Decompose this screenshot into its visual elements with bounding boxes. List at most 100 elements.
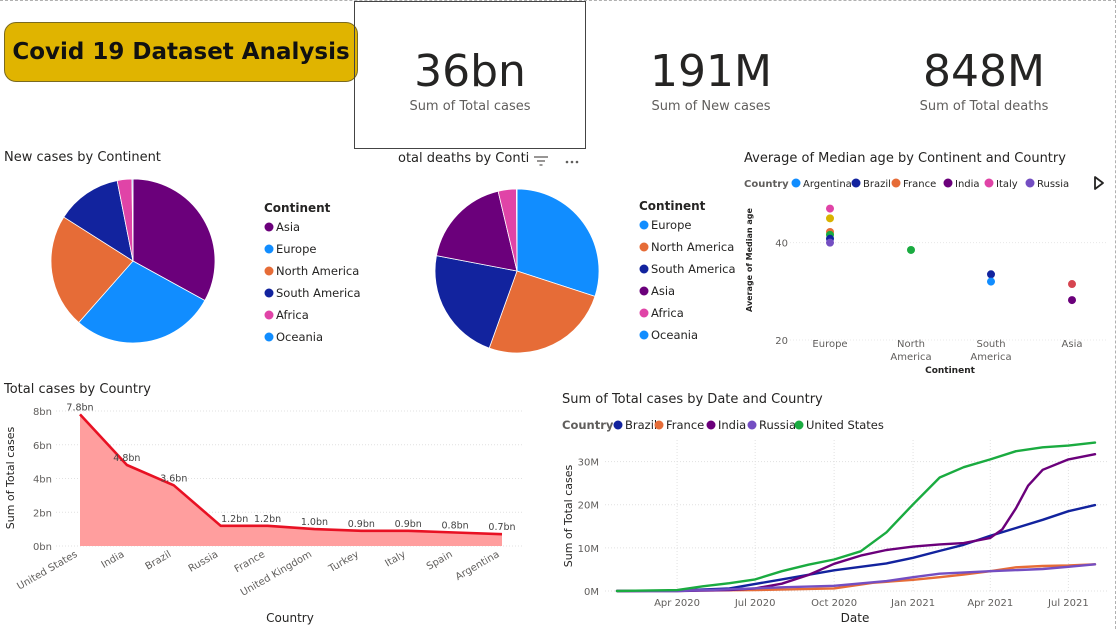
scatter-point[interactable] — [907, 245, 915, 254]
x-axis-title: Continent — [925, 366, 976, 376]
series-line-france[interactable] — [615, 563, 1097, 593]
y-tick-label: 20M — [578, 501, 599, 512]
pie-slice-oceania[interactable] — [131, 178, 134, 262]
series-line-brazil[interactable] — [615, 503, 1097, 593]
play-icon[interactable] — [1092, 175, 1106, 191]
scatter-point[interactable] — [826, 238, 834, 247]
area-chart-total-cases-country[interactable]: 7.8bn 4.8bn 3.6bn 1.2bn 1.2bn 1.0bn 0.9bn 0.9bn… — [0, 398, 530, 629]
y-tick-label: 4bn — [33, 475, 52, 486]
scatter-point[interactable] — [987, 277, 995, 286]
legend-item-france[interactable]: France — [903, 179, 936, 190]
x-tick-label: Russia — [187, 549, 220, 575]
legend-item-brazil[interactable]: Brazil — [863, 179, 891, 190]
pie-slice-europe[interactable] — [516, 188, 600, 297]
x-tick-label: Brazil — [144, 549, 174, 572]
kpi-value: 191M — [650, 46, 772, 97]
y-tick-label: 6bn — [33, 441, 52, 452]
scatter-point[interactable] — [1068, 296, 1076, 305]
legend-title: Continent — [639, 199, 706, 213]
y-tick-label: 30M — [578, 458, 599, 469]
legend-item-russia[interactable]: Russia — [1037, 179, 1069, 190]
scatter-point[interactable] — [826, 204, 834, 213]
pie-slice-europe[interactable] — [78, 260, 206, 344]
legend-title: Country — [744, 179, 789, 190]
series-line-russia[interactable] — [615, 563, 1097, 593]
legend-item-argentina[interactable]: Argentina — [803, 179, 852, 190]
legend-item-india[interactable]: India — [718, 418, 746, 432]
pie-slice-south-america[interactable] — [63, 180, 134, 262]
data-label: 1.2bn — [221, 514, 248, 525]
x-tick-label: Apr 2020 — [654, 598, 700, 609]
pie-chart-new-cases[interactable]: Continent Asia Europe North America South Am… — [0, 170, 380, 370]
data-label: 1.0bn — [301, 517, 328, 528]
kpi-card-total-cases[interactable]: 36bn Sum of Total cases — [354, 1, 586, 149]
pie-slice-oceania[interactable] — [516, 188, 518, 272]
x-tick-label: United States — [15, 549, 79, 592]
legend-item-asia[interactable]: Asia — [276, 220, 300, 234]
filter-icon[interactable] — [532, 153, 550, 169]
scatter-point[interactable] — [1068, 280, 1076, 289]
legend-marker — [264, 288, 274, 298]
legend-item-united-states[interactable]: United States — [806, 418, 884, 432]
legend-marker — [613, 420, 623, 430]
legend-item-brazil[interactable]: Brazil — [625, 418, 657, 432]
data-label: 4.8bn — [113, 453, 140, 464]
data-label: 1.2bn — [254, 514, 281, 525]
x-tick-label: Italy — [383, 549, 407, 569]
legend-item-europe[interactable]: Europe — [651, 218, 691, 232]
scatter-point[interactable] — [987, 270, 995, 279]
legend-item-south-america[interactable]: South America — [651, 262, 736, 276]
legend-title: Country — [562, 418, 614, 432]
area-title: Total cases by Country — [4, 382, 152, 397]
legend-marker — [264, 222, 274, 232]
legend-item-africa[interactable]: Africa — [651, 306, 684, 320]
x-tick-label: Spain — [425, 549, 455, 573]
pie-chart-total-deaths[interactable]: Continent Europe North America South Americ… — [380, 170, 740, 370]
x-tick-label: Apr 2021 — [967, 598, 1013, 609]
x-tick-label: North — [897, 339, 925, 350]
legend-item-north-america[interactable]: North America — [276, 264, 359, 278]
x-tick-label: Jul 2020 — [734, 598, 776, 609]
area-fill — [80, 414, 502, 546]
legend-item-russia[interactable]: Russia — [759, 418, 796, 432]
scatter-point[interactable] — [826, 214, 834, 223]
pie-slice-asia[interactable] — [132, 178, 216, 302]
line-chart-total-cases-date[interactable]: Country Brazil France India Russia United Sta… — [555, 410, 1115, 629]
kpi-label: Sum of New cases — [651, 99, 771, 114]
y-axis-title: Sum of Total cases — [562, 465, 575, 568]
kpi-card-total-deaths[interactable]: 848M Sum of Total deaths — [869, 2, 1099, 148]
x-tick-label: South — [976, 339, 1005, 350]
legend-item-europe[interactable]: Europe — [276, 242, 316, 256]
kpi-value: 36bn — [414, 46, 526, 97]
pie-slice-asia[interactable] — [435, 190, 518, 272]
kpi-card-new-cases[interactable]: 191M Sum of New cases — [596, 2, 826, 148]
x-tick-label: Europe — [812, 339, 847, 350]
legend-marker — [851, 178, 861, 188]
legend-item-africa[interactable]: Africa — [276, 308, 309, 322]
legend-marker — [747, 420, 757, 430]
kpi-label: Sum of Total cases — [409, 99, 531, 114]
area-line[interactable] — [79, 413, 503, 536]
legend-marker — [791, 178, 801, 188]
legend-item-oceania[interactable]: Oceania — [651, 328, 698, 342]
pie-slice-north-america[interactable] — [488, 270, 596, 354]
pie-slice-north-america[interactable] — [50, 216, 134, 324]
y-tick-label: 10M — [578, 544, 599, 555]
series-line-united-states[interactable] — [615, 441, 1097, 593]
y-tick-label: 40 — [775, 239, 788, 250]
legend-item-italy[interactable]: Italy — [996, 179, 1018, 190]
pie1-title: New cases by Continent — [4, 150, 161, 165]
legend-item-france[interactable]: France — [666, 418, 704, 432]
more-options-icon[interactable] — [562, 153, 582, 169]
legend-item-asia[interactable]: Asia — [651, 284, 675, 298]
x-tick-label: India — [100, 549, 127, 571]
x-tick-label: Turkey — [326, 549, 361, 575]
pie-slice-south-america[interactable] — [434, 255, 518, 349]
y-tick-label: 0bn — [33, 542, 52, 553]
legend-item-oceania[interactable]: Oceania — [276, 330, 323, 344]
legend-item-north-america[interactable]: North America — [651, 240, 734, 254]
legend-item-south-america[interactable]: South America — [276, 286, 361, 300]
x-tick-label: Argentina — [454, 549, 502, 583]
legend-item-india[interactable]: India — [955, 179, 980, 190]
scatter-chart-median-age[interactable]: Country Argentina Brazil France India Italy Ru… — [738, 170, 1114, 380]
